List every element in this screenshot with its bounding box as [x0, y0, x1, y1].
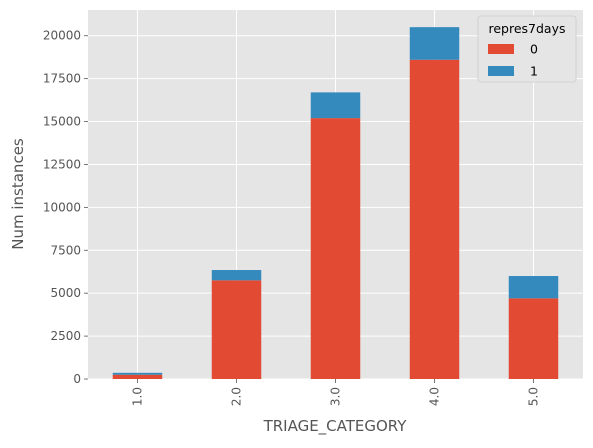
legend: repres7days 01 [477, 15, 577, 83]
y-tick-label: 10000 [43, 200, 81, 214]
y-axis-label: Num instances [9, 138, 27, 250]
bar-series-0-4.0 [409, 59, 460, 379]
y-tick-label: 17500 [43, 72, 81, 86]
bar-series-1-4.0 [409, 27, 460, 60]
y-tick-label: 2500 [50, 329, 81, 343]
x-tick-label: 4.0 [428, 387, 442, 406]
legend-title: repres7days [488, 21, 565, 36]
legend-box [477, 15, 577, 83]
legend-swatch-0 [488, 44, 514, 54]
y-tick-label: 5000 [50, 286, 81, 300]
x-tick-label: 1.0 [131, 387, 145, 406]
x-axis-ticks: 1.0 2.0 3.0 4.0 5.0 [131, 379, 541, 406]
x-tick-label: 2.0 [230, 387, 244, 406]
legend-entries: 01 [488, 42, 538, 79]
bar-series-0-5.0 [508, 298, 559, 379]
bar-series-1-2.0 [211, 270, 262, 281]
bar-series-1-5.0 [508, 276, 559, 299]
x-tick-label: 5.0 [527, 387, 541, 406]
y-tick-label: 0 [73, 372, 81, 386]
legend-swatch-1 [488, 66, 514, 76]
legend-label-0: 0 [530, 42, 538, 57]
bar-series-1-3.0 [310, 92, 361, 119]
y-tick-label: 12500 [43, 157, 81, 171]
y-axis-ticks: 0 2500 5000 7500 10000 12500 15000 17500 20000 [43, 29, 88, 386]
bar-series-1-1.0 [112, 372, 163, 375]
bar-series-0-3.0 [310, 118, 361, 379]
y-tick-label: 7500 [50, 243, 81, 257]
y-tick-label: 20000 [43, 29, 81, 43]
bar-series-0-1.0 [112, 374, 163, 379]
y-tick-label: 15000 [43, 115, 81, 129]
x-axis-label: TRIAGE_CATEGORY [263, 417, 408, 436]
bar-series-0-2.0 [211, 280, 262, 379]
legend-label-1: 1 [530, 64, 538, 79]
x-tick-label: 3.0 [329, 387, 343, 406]
bars [112, 27, 559, 379]
